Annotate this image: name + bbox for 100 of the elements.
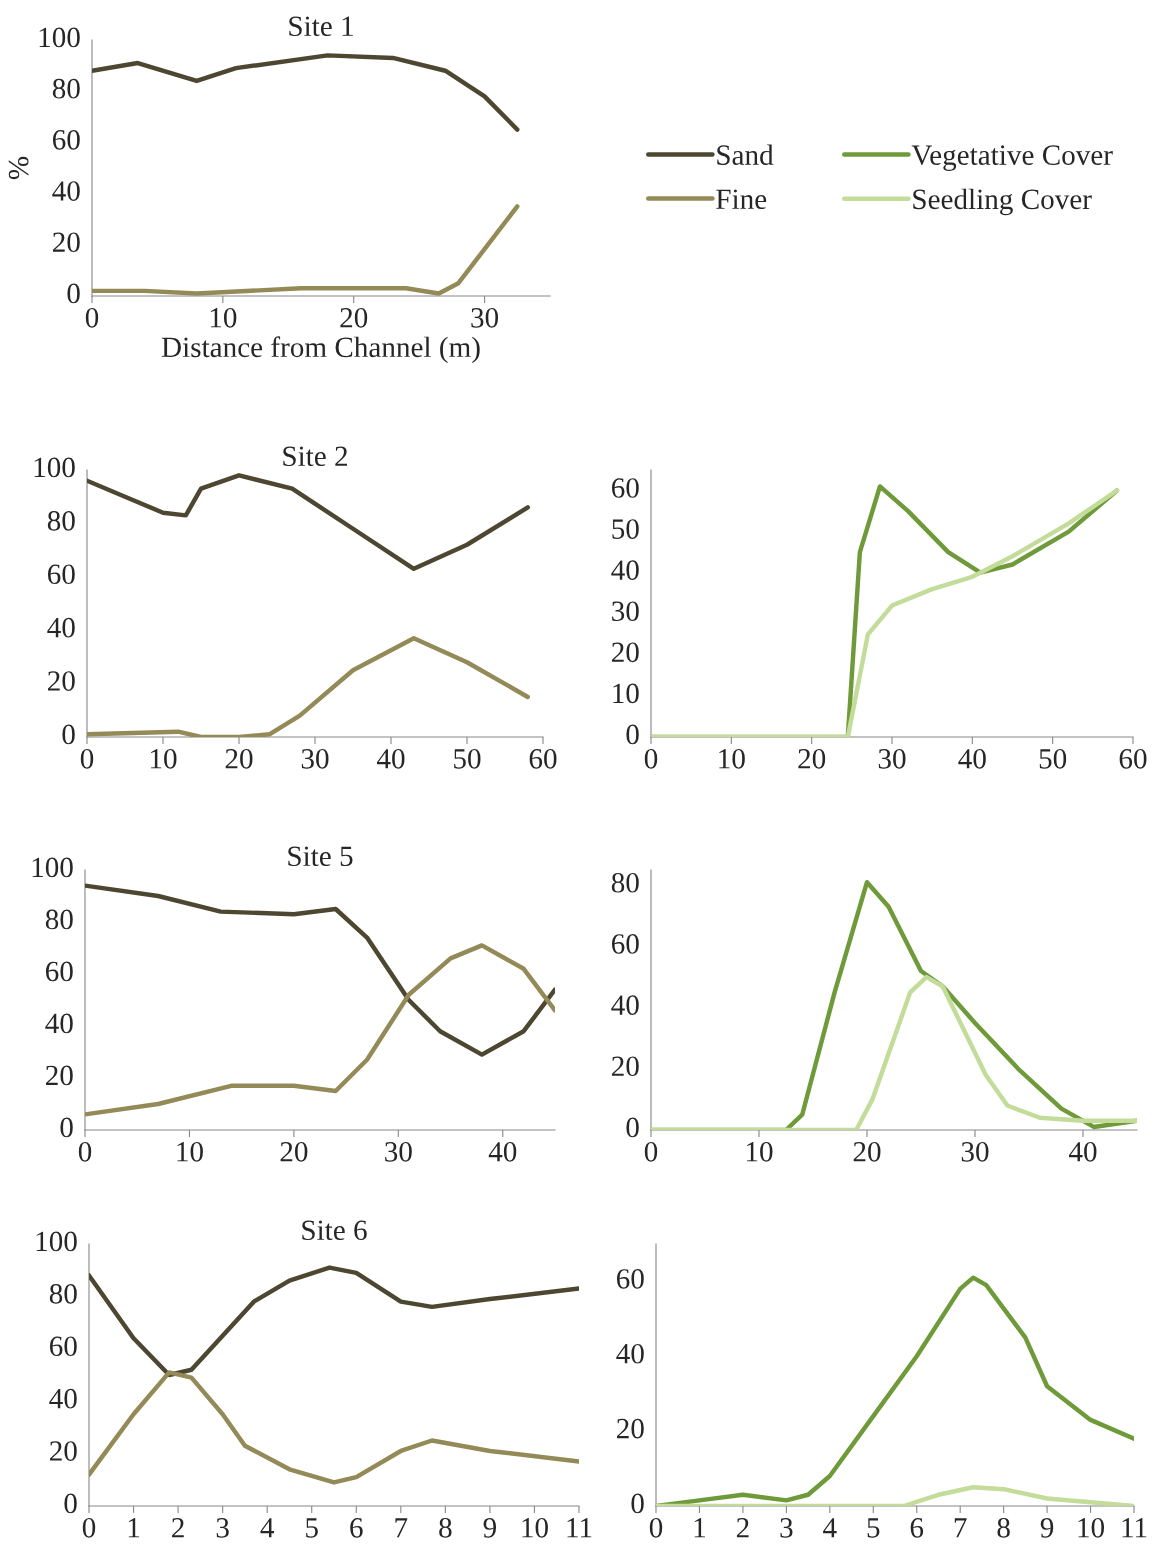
- x-tick-label: 11: [1122, 1518, 1147, 1538]
- y-tick-label: 20: [46, 1065, 73, 1086]
- y-tick-label: 40: [616, 1343, 644, 1364]
- y-tick-label: 60: [49, 1336, 77, 1357]
- y-tick-label: 40: [52, 181, 80, 201]
- x-tick-label: 10: [150, 748, 177, 769]
- x-tick-label: 30: [961, 1141, 989, 1162]
- y-tick-label: 80: [52, 78, 80, 99]
- line-series: [89, 1265, 579, 1378]
- x-tick-label: 3: [780, 1518, 793, 1538]
- y-tick-label: 60: [611, 934, 639, 954]
- chart-title: Site 6: [302, 1220, 367, 1241]
- x-tick-label: 1: [128, 1518, 140, 1538]
- y-tick-label: 40: [45, 1013, 73, 1034]
- x-tick-label: 10: [177, 1141, 203, 1162]
- y-tick-label: 20: [48, 671, 75, 691]
- y-tick-label: 30: [612, 601, 639, 622]
- y-tick-label: 40: [49, 1388, 77, 1409]
- line-series: [87, 473, 531, 572]
- y-tick-label: 50: [612, 519, 639, 539]
- y-tick-label: 20: [53, 232, 80, 253]
- y-tick-label: 0: [626, 724, 639, 745]
- y-tick-label: 0: [67, 283, 80, 304]
- line-series: [85, 883, 555, 1057]
- y-tick-label: 80: [611, 872, 639, 893]
- x-tick-label: 60: [529, 748, 557, 769]
- x-tick-label: 0: [85, 307, 99, 328]
- x-tick-label: 20: [853, 1141, 881, 1162]
- chart-title: Site 5: [288, 846, 353, 867]
- x-tick-label: 7: [395, 1518, 408, 1538]
- line-series: [87, 635, 531, 737]
- y-tick-label: 60: [52, 130, 80, 150]
- legend-label: Fine: [716, 189, 767, 210]
- legend-label: Vegetative Cover: [911, 145, 1113, 171]
- x-tick-label: 0: [82, 1517, 96, 1538]
- y-tick-label: 0: [626, 1117, 639, 1138]
- y-tick-label: 20: [612, 642, 639, 663]
- y-tick-label: 100: [34, 457, 75, 478]
- y-tick-label: 100: [39, 27, 80, 48]
- line-series: [89, 1370, 579, 1485]
- x-axis-title: Distance from Channel (m): [161, 336, 480, 364]
- x-tick-label: 10: [522, 1517, 548, 1538]
- x-tick-label: 2: [736, 1518, 749, 1538]
- y-tick-label: 100: [32, 857, 73, 878]
- line-series: [92, 204, 520, 296]
- x-tick-label: 40: [1068, 1141, 1097, 1162]
- x-tick-label: 0: [80, 748, 94, 769]
- x-tick-label: 1: [694, 1518, 705, 1538]
- y-axis-title: %: [8, 156, 29, 180]
- x-tick-label: 20: [798, 748, 826, 769]
- x-tick-label: 11: [567, 1518, 592, 1538]
- x-tick-label: 30: [471, 307, 499, 328]
- y-tick-label: 0: [631, 1493, 644, 1514]
- x-tick-label: 0: [644, 748, 658, 769]
- y-tick-label: 80: [45, 909, 73, 930]
- x-tick-label: 9: [1040, 1518, 1054, 1538]
- y-tick-label: 10: [613, 683, 639, 704]
- y-tick-label: 80: [47, 511, 75, 531]
- x-tick-label: 40: [488, 1141, 517, 1162]
- x-tick-label: 6: [910, 1518, 924, 1538]
- x-tick-label: 5: [867, 1518, 880, 1538]
- x-tick-label: 50: [454, 748, 481, 769]
- x-tick-label: 0: [644, 1141, 658, 1162]
- legend-label: Sand: [717, 144, 774, 165]
- x-tick-label: 3: [216, 1518, 229, 1538]
- chart-title: Site 1: [289, 16, 353, 37]
- y-tick-label: 100: [36, 1231, 77, 1252]
- x-tick-label: 30: [301, 748, 329, 769]
- y-tick-label: 20: [612, 1056, 639, 1077]
- x-tick-label: 10: [746, 1141, 773, 1162]
- y-tick-label: 60: [611, 478, 639, 498]
- x-tick-label: 20: [340, 307, 368, 328]
- x-tick-label: 8: [439, 1517, 452, 1538]
- y-tick-label: 0: [64, 1493, 77, 1514]
- y-tick-label: 20: [50, 1441, 77, 1461]
- x-tick-label: 60: [1119, 748, 1147, 769]
- x-tick-label: 40: [376, 748, 405, 769]
- y-tick-label: 20: [617, 1418, 644, 1439]
- x-tick-label: 20: [280, 1141, 308, 1162]
- x-tick-label: 50: [1039, 748, 1067, 769]
- y-tick-label: 40: [611, 995, 639, 1015]
- x-tick-label: 7: [954, 1518, 967, 1538]
- x-tick-label: 4: [260, 1518, 275, 1538]
- x-tick-label: 8: [997, 1517, 1010, 1538]
- x-tick-label: 30: [385, 1141, 412, 1162]
- x-tick-label: 2: [172, 1518, 184, 1538]
- y-tick-label: 40: [611, 560, 639, 580]
- x-tick-label: 0: [649, 1517, 663, 1538]
- x-tick-label: 4: [823, 1518, 837, 1538]
- x-tick-label: 20: [225, 748, 253, 769]
- x-tick-label: 9: [483, 1518, 497, 1538]
- legend-label: Seedling Cover: [913, 188, 1092, 216]
- y-tick-label: 60: [616, 1269, 644, 1289]
- x-tick-label: 10: [1078, 1517, 1105, 1538]
- y-tick-label: 60: [47, 564, 75, 585]
- x-tick-label: 6: [350, 1518, 363, 1538]
- x-tick-label: 10: [210, 307, 237, 328]
- y-tick-label: 40: [47, 617, 75, 638]
- chart-title: Site 2: [283, 446, 348, 467]
- x-tick-label: 5: [306, 1518, 318, 1538]
